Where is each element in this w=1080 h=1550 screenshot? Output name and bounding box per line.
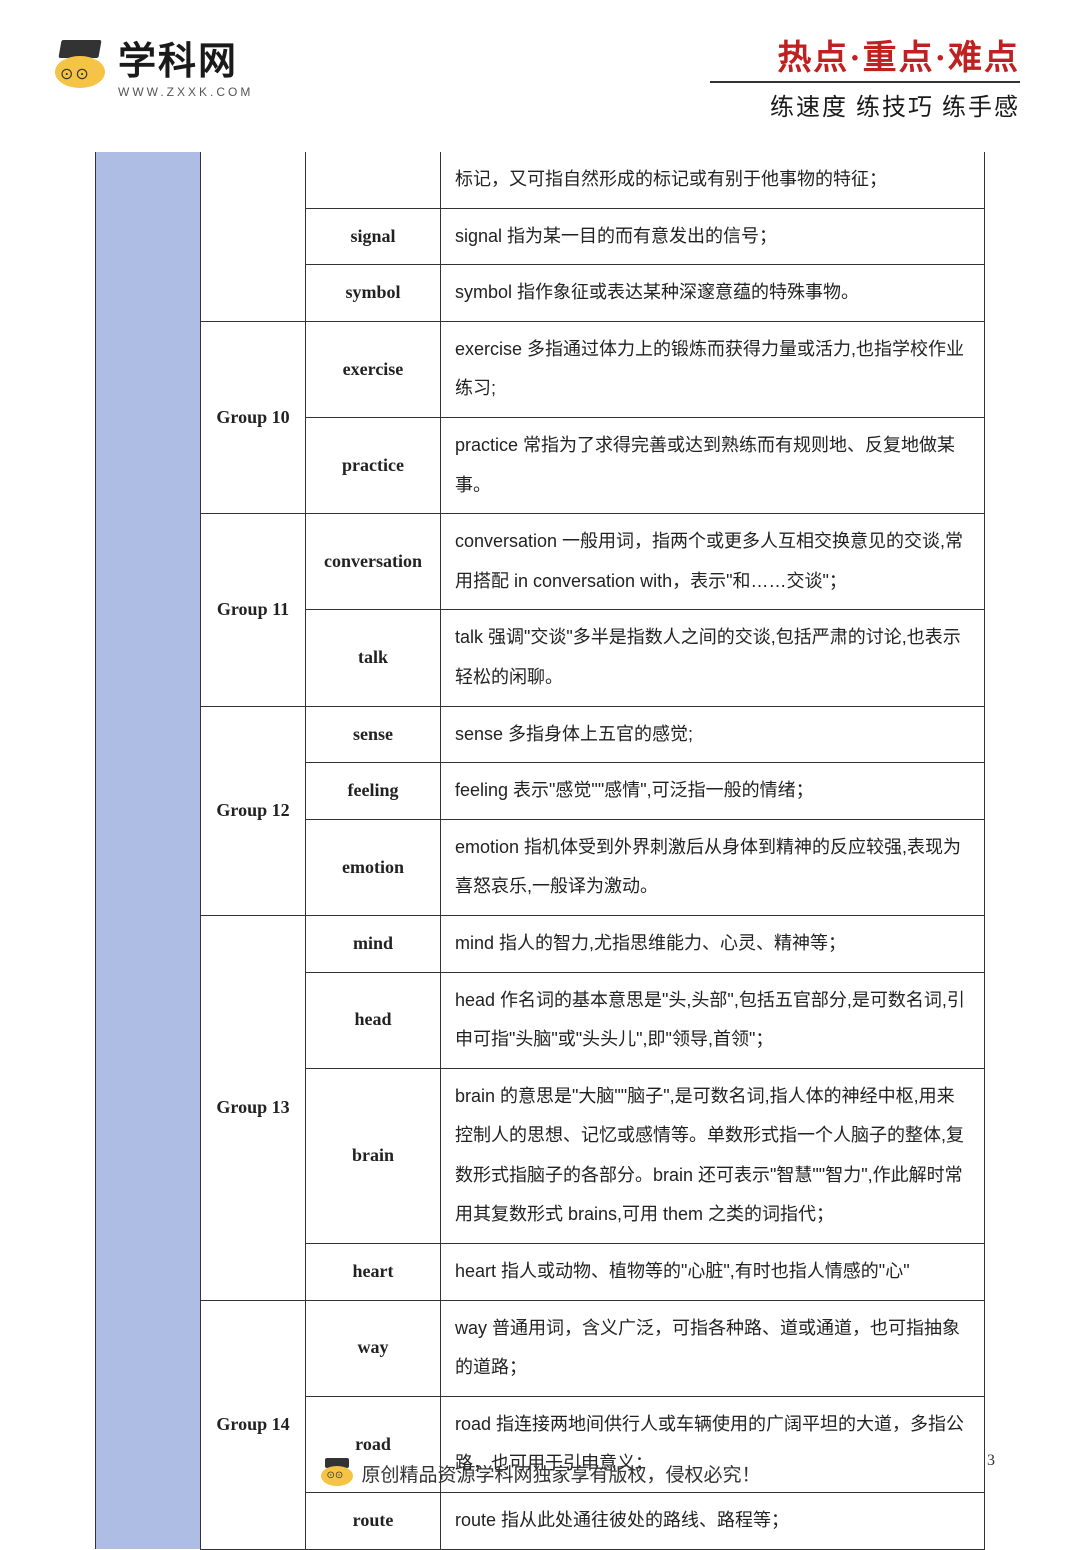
- footer-logo-icon: ⊙⊙: [319, 1458, 355, 1488]
- logo-subtitle: WWW.ZXXK.COM: [118, 85, 253, 99]
- word-cell: way: [306, 1300, 441, 1396]
- desc-cell: emotion 指机体受到外界刺激后从身体到精神的反应较强,表现为喜怒哀乐,一般…: [441, 819, 985, 915]
- word-cell: practice: [306, 417, 441, 513]
- page-number: 3: [987, 1452, 995, 1470]
- word-cell: talk: [306, 610, 441, 706]
- desc-cell: mind 指人的智力,尤指思维能力、心灵、精神等；: [441, 915, 985, 972]
- word-cell: signal: [306, 208, 441, 265]
- header-right: 热点·重点·难点 练速度 练技巧 练手感: [710, 30, 1020, 122]
- category-blue-col: [96, 152, 201, 1549]
- table-row: Group 10exerciseexercise 多指通过体力上的锻炼而获得力量…: [96, 321, 985, 417]
- logo-icon: ⊙⊙: [50, 40, 110, 90]
- word-cell: exercise: [306, 321, 441, 417]
- desc-cell: 标记，又可指自然形成的标记或有别于他事物的特征；: [441, 152, 985, 208]
- page-header: ⊙⊙ 学科网 WWW.ZXXK.COM 热点·重点·难点 练速度 练技巧 练手感: [0, 0, 1080, 132]
- word-cell: conversation: [306, 514, 441, 610]
- slogan-bottom: 练速度 练技巧 练手感: [710, 87, 1020, 122]
- page-footer: ⊙⊙ 原创精品资源学科网独家享有版权，侵权必究！: [0, 1458, 1080, 1488]
- word-cell: [306, 152, 441, 208]
- slogan-top: 热点·重点·难点: [710, 30, 1020, 79]
- table-row: Group 12sensesense 多指身体上五官的感觉;: [96, 706, 985, 763]
- word-cell: brain: [306, 1068, 441, 1243]
- word-cell: head: [306, 972, 441, 1068]
- desc-cell: symbol 指作象征或表达某种深邃意蕴的特殊事物。: [441, 265, 985, 322]
- desc-cell: signal 指为某一目的而有意发出的信号；: [441, 208, 985, 265]
- logo-title: 学科网: [118, 30, 253, 85]
- word-cell: heart: [306, 1244, 441, 1301]
- desc-cell: practice 常指为了求得完善或达到熟练而有规则地、反复地做某事。: [441, 417, 985, 513]
- logo-text-block: 学科网 WWW.ZXXK.COM: [118, 30, 253, 99]
- desc-cell: sense 多指身体上五官的感觉;: [441, 706, 985, 763]
- footer-text: 原创精品资源学科网独家享有版权，侵权必究！: [361, 1460, 760, 1487]
- desc-cell: talk 强调"交谈"多半是指数人之间的交谈,包括严肃的讨论,也表示轻松的闲聊。: [441, 610, 985, 706]
- group-cell: Group 12: [201, 706, 306, 915]
- table-row: Group 14wayway 普通用词，含义广泛，可指各种路、道或通道，也可指抽…: [96, 1300, 985, 1396]
- group-cell: Group 11: [201, 514, 306, 706]
- desc-cell: feeling 表示"感觉""感情",可泛指一般的情绪；: [441, 763, 985, 820]
- table-row: 标记，又可指自然形成的标记或有别于他事物的特征；: [96, 152, 985, 208]
- slogan-underline: [710, 81, 1020, 83]
- group-cell: [201, 152, 306, 321]
- word-cell: sense: [306, 706, 441, 763]
- table-row: Group 13mindmind 指人的智力,尤指思维能力、心灵、精神等；: [96, 915, 985, 972]
- desc-cell: exercise 多指通过体力上的锻炼而获得力量或活力,也指学校作业练习;: [441, 321, 985, 417]
- vocab-table: 标记，又可指自然形成的标记或有别于他事物的特征；signalsignal 指为某…: [95, 152, 985, 1550]
- logo-area: ⊙⊙ 学科网 WWW.ZXXK.COM: [50, 30, 253, 99]
- desc-cell: heart 指人或动物、植物等的"心脏",有时也指人情感的"心": [441, 1244, 985, 1301]
- word-cell: feeling: [306, 763, 441, 820]
- word-cell: route: [306, 1493, 441, 1550]
- group-cell: Group 10: [201, 321, 306, 513]
- desc-cell: conversation 一般用词，指两个或更多人互相交换意见的交谈,常用搭配 …: [441, 514, 985, 610]
- group-cell: Group 14: [201, 1300, 306, 1549]
- desc-cell: head 作名词的基本意思是"头,头部",包括五官部分,是可数名词,引申可指"头…: [441, 972, 985, 1068]
- desc-cell: route 指从此处通往彼处的路线、路程等；: [441, 1493, 985, 1550]
- word-cell: mind: [306, 915, 441, 972]
- desc-cell: way 普通用词，含义广泛，可指各种路、道或通道，也可指抽象的道路；: [441, 1300, 985, 1396]
- word-cell: symbol: [306, 265, 441, 322]
- group-cell: Group 13: [201, 915, 306, 1300]
- word-cell: emotion: [306, 819, 441, 915]
- vocab-table-wrap: 标记，又可指自然形成的标记或有别于他事物的特征；signalsignal 指为某…: [95, 152, 985, 1550]
- desc-cell: brain 的意思是"大脑""脑子",是可数名词,指人体的神经中枢,用来控制人的…: [441, 1068, 985, 1243]
- table-row: Group 11conversationconversation 一般用词，指两…: [96, 514, 985, 610]
